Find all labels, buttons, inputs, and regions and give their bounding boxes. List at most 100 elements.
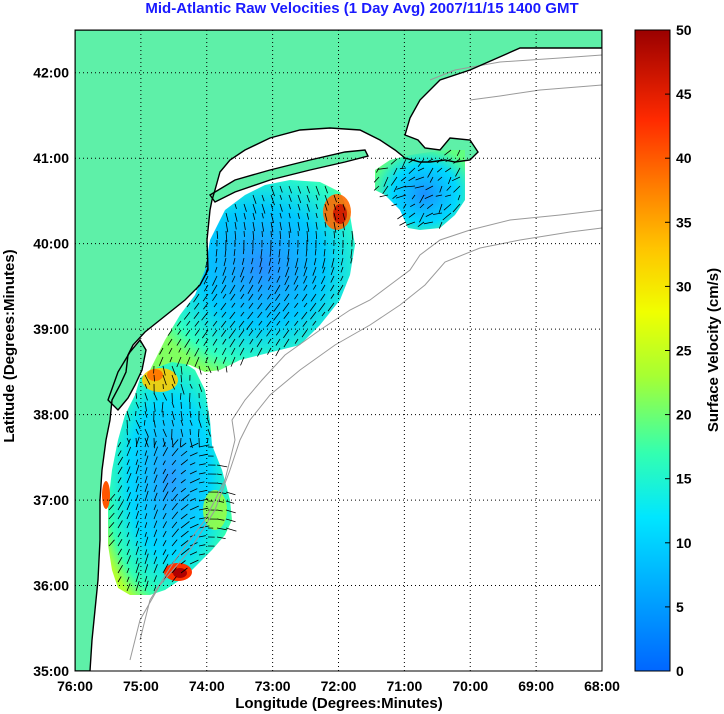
velocity-vector xyxy=(171,448,179,457)
velocity-vector xyxy=(135,392,137,399)
velocity-vector xyxy=(267,293,272,300)
velocity-vector xyxy=(117,556,123,565)
velocity-vector xyxy=(126,548,130,556)
velocity-vector xyxy=(285,284,290,292)
velocity-vector xyxy=(238,329,245,338)
coastline-segment xyxy=(208,149,370,203)
velocity-vector xyxy=(288,212,291,219)
velocity-vector xyxy=(383,176,389,187)
velocity-vector xyxy=(301,311,308,320)
velocity-vector xyxy=(180,428,184,437)
velocity-vector xyxy=(135,540,138,547)
velocity-vector xyxy=(180,450,188,457)
velocity-vector xyxy=(285,320,290,326)
velocity-vector xyxy=(229,311,236,320)
velocity-vector xyxy=(161,401,164,413)
velocity-vector xyxy=(176,338,182,346)
velocity-vector xyxy=(275,293,281,301)
velocity-vector xyxy=(108,522,115,529)
x-axis-label: Longitude (Degrees:Minutes) xyxy=(235,695,443,712)
x-tick-labels: 76:00 75:00 74:00 73:00 72:00 71:00 70:00 69:00… xyxy=(57,678,620,694)
velocity-vector xyxy=(233,257,236,265)
velocity-vector xyxy=(198,553,205,556)
colorbar-tick-label: 0 xyxy=(676,663,684,679)
velocity-vector xyxy=(162,521,167,529)
velocity-vector xyxy=(313,257,317,266)
velocity-vector xyxy=(321,311,326,317)
velocity-vector xyxy=(135,494,139,502)
x-tick-label: 70:00 xyxy=(452,678,488,694)
velocity-vector xyxy=(249,338,254,345)
velocity-vector xyxy=(135,503,139,511)
velocity-vector xyxy=(215,248,218,257)
velocity-vector xyxy=(225,221,229,233)
x-tick-label: 75:00 xyxy=(123,678,159,694)
velocity-vector xyxy=(267,284,272,291)
velocity-vector xyxy=(144,392,148,401)
velocity-vector xyxy=(340,266,344,273)
velocity-vector xyxy=(144,549,148,556)
velocity-vector xyxy=(216,473,222,476)
velocity-vector xyxy=(283,293,290,302)
velocity-vector xyxy=(126,539,130,547)
colorbar-tick-label: 25 xyxy=(676,343,692,359)
velocity-vector xyxy=(225,527,237,532)
velocity-vector xyxy=(135,572,140,583)
velocity-vector xyxy=(393,167,398,176)
velocity-vector xyxy=(189,452,198,457)
velocity-vector xyxy=(225,230,228,242)
velocity-vector xyxy=(171,469,176,475)
velocity-vector xyxy=(275,347,281,357)
velocity-vector xyxy=(225,500,235,504)
velocity-vector xyxy=(279,194,283,200)
velocity-vector xyxy=(301,329,308,338)
velocity-vector xyxy=(126,567,130,574)
velocity-vector xyxy=(411,194,416,200)
velocity-vector xyxy=(320,293,326,301)
velocity-vector xyxy=(135,483,139,493)
velocity-vector xyxy=(153,484,158,493)
colorbar-tick-label: 30 xyxy=(676,278,692,294)
velocity-vector xyxy=(309,302,317,312)
velocity-vector xyxy=(185,356,191,367)
velocity-vector xyxy=(415,176,425,181)
velocity-vector xyxy=(198,444,210,448)
velocity-vector xyxy=(306,212,310,220)
velocity-vector xyxy=(162,503,167,511)
velocity-vector xyxy=(162,473,169,484)
velocity-vectors xyxy=(108,149,461,592)
velocity-vector xyxy=(275,338,281,346)
velocity-vector xyxy=(456,149,461,156)
velocity-vector xyxy=(248,302,254,309)
velocity-vector xyxy=(222,356,227,364)
coastline-segment xyxy=(75,30,602,671)
velocity-vector xyxy=(153,419,156,428)
velocity-vector xyxy=(350,248,353,259)
velocity-vector xyxy=(198,507,209,511)
velocity-vector xyxy=(203,338,209,346)
velocity-vector xyxy=(171,539,178,547)
velocity-vector xyxy=(314,248,317,256)
velocity-vector xyxy=(135,450,139,457)
velocity-vector xyxy=(176,356,182,368)
velocity-vector xyxy=(241,257,245,265)
velocity-vector xyxy=(144,536,149,547)
velocity-vector xyxy=(126,521,130,529)
velocity-vector xyxy=(153,446,158,457)
velocity-vector xyxy=(315,221,318,230)
velocity-vector xyxy=(162,460,166,466)
velocity-vector xyxy=(239,284,245,292)
velocity-vector xyxy=(288,221,292,233)
velocity-vector xyxy=(231,275,236,283)
velocity-vector xyxy=(162,365,166,376)
velocity-vector xyxy=(189,516,196,520)
hotspot-mid-core xyxy=(147,369,163,381)
velocity-vector xyxy=(324,221,327,228)
velocity-vector xyxy=(126,438,131,448)
velocity-vector xyxy=(189,383,193,389)
velocity-vector xyxy=(234,221,237,230)
velocity-vector xyxy=(117,548,123,556)
velocity-vector xyxy=(176,320,182,327)
velocity-vector xyxy=(180,479,186,484)
velocity-vector xyxy=(261,212,264,219)
